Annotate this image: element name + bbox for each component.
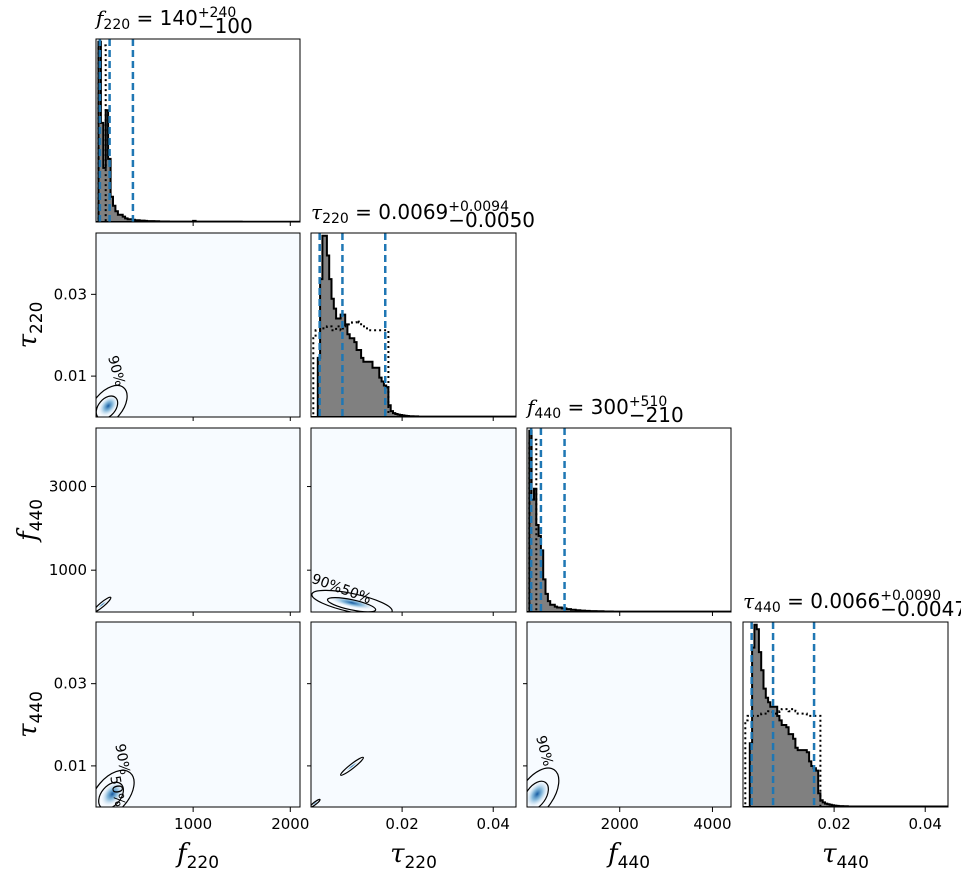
density-peak bbox=[101, 781, 124, 807]
density-panel-f440-tau440 bbox=[527, 622, 731, 807]
title-minus-tau220: −0.0050 bbox=[448, 208, 535, 232]
x-axis-label-f220: f220 bbox=[175, 839, 219, 873]
contour-90 bbox=[527, 767, 560, 807]
x-tick-label-f220: 2000 bbox=[271, 815, 309, 833]
contour-label: 90% bbox=[104, 354, 128, 388]
density-panel-f220-f440 bbox=[96, 428, 300, 612]
density-peak bbox=[345, 761, 359, 772]
contour-50 bbox=[326, 597, 377, 612]
contour-90 bbox=[311, 798, 321, 807]
density-contours-tau220-tau440 bbox=[311, 756, 364, 807]
density-peak bbox=[527, 780, 549, 807]
density-contours-f220-tau220 bbox=[96, 384, 128, 417]
contour-90 bbox=[340, 756, 364, 776]
y-tick-label-f440: 1000 bbox=[49, 561, 87, 579]
y-tick-label-tau440: 0.01 bbox=[54, 757, 87, 775]
contour-50 bbox=[527, 780, 549, 807]
x-tick-label-tau440: 0.02 bbox=[817, 815, 850, 833]
y-tick-label-tau440: 0.03 bbox=[54, 675, 87, 693]
contour-90 bbox=[96, 384, 128, 417]
density-frame-tau220-f440 bbox=[310, 427, 517, 613]
density-contours-f220-f440 bbox=[96, 596, 112, 612]
density-panel-f220-tau220 bbox=[96, 233, 300, 417]
title-tau220: τ220 = 0.0069+0.0094 bbox=[311, 199, 509, 227]
contour-90 bbox=[96, 769, 135, 807]
density-peak bbox=[329, 596, 375, 610]
density-contours-f220-tau440 bbox=[96, 769, 135, 807]
prior-histogram-f440 bbox=[527, 438, 539, 612]
title-tau440: τ440 = 0.0066+0.0090 bbox=[743, 588, 941, 616]
density-frame-tau220-tau440 bbox=[310, 621, 517, 808]
density-peak bbox=[312, 801, 318, 806]
x-axis-label-tau220: τ220 bbox=[390, 839, 437, 873]
density-frame-f440-tau440 bbox=[526, 621, 732, 808]
x-tick-label-tau440: 0.04 bbox=[909, 815, 942, 833]
prior-histogram-tau220 bbox=[311, 319, 391, 417]
diag-panel-f440 bbox=[527, 428, 731, 612]
y-tick-label-f440: 3000 bbox=[49, 478, 87, 496]
title-minus-f440: −210 bbox=[629, 403, 684, 427]
y-tick-label-tau220: 0.01 bbox=[54, 367, 87, 385]
title-minus-f220: −100 bbox=[198, 14, 253, 38]
contour-50 bbox=[96, 395, 119, 417]
density-panel-f220-tau440 bbox=[96, 622, 300, 807]
diag-panel-f220 bbox=[96, 39, 300, 222]
density-contours-f440-tau440 bbox=[527, 767, 560, 807]
diag-frame-f220 bbox=[95, 38, 301, 223]
x-axis-label-f440: f440 bbox=[606, 839, 650, 873]
title-f220: f220 = 140+240 bbox=[94, 5, 236, 33]
density-peak bbox=[97, 600, 107, 609]
diag-frame-f440 bbox=[526, 427, 732, 613]
density-peak bbox=[98, 395, 119, 417]
y-axis-label-tau440: τ440 bbox=[13, 691, 47, 738]
contour-label: 90% bbox=[532, 734, 556, 768]
contour-label: 50% bbox=[106, 775, 127, 808]
diag-frame-tau440 bbox=[742, 621, 949, 808]
contour-label: 90% bbox=[111, 743, 132, 776]
prior-histogram-tau440 bbox=[743, 708, 823, 807]
density-frame-f220-tau440 bbox=[95, 621, 301, 808]
title-minus-tau440: −0.0047 bbox=[880, 597, 961, 621]
x-tick-label-f220: 1000 bbox=[174, 815, 212, 833]
y-tick-label-tau220: 0.03 bbox=[54, 285, 87, 303]
contour-90 bbox=[96, 596, 112, 612]
y-axis-label-tau220: τ220 bbox=[13, 302, 47, 349]
x-tick-label-f440: 2000 bbox=[601, 815, 639, 833]
contour-50 bbox=[98, 781, 124, 807]
prior-histogram-f220 bbox=[96, 44, 109, 222]
x-tick-label-tau220: 0.02 bbox=[385, 815, 418, 833]
density-frame-f220-f440 bbox=[95, 427, 301, 613]
x-tick-label-tau220: 0.04 bbox=[477, 815, 510, 833]
y-axis-label-f440: f440 bbox=[13, 499, 47, 543]
density-frame-f220-tau220 bbox=[95, 232, 301, 418]
x-axis-label-tau440: τ440 bbox=[822, 839, 869, 873]
diag-frame-tau220 bbox=[310, 232, 517, 418]
density-panel-tau220-tau440 bbox=[311, 622, 516, 807]
density-panel-tau220-f440 bbox=[311, 428, 516, 612]
x-tick-label-f440: 4000 bbox=[693, 815, 731, 833]
